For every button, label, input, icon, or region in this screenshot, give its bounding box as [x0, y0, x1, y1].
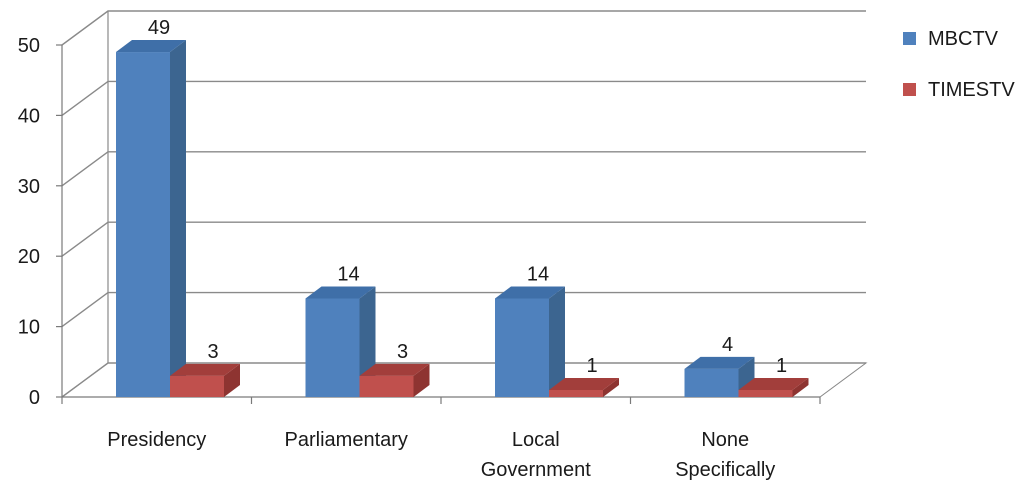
- data-label: 14: [337, 263, 359, 285]
- x-category-label: Parliamentary: [285, 429, 408, 451]
- bar-timestv-front: [359, 375, 414, 397]
- gridline: [61, 10, 866, 46]
- legend-label: MBCTV: [928, 28, 999, 50]
- bar-timestv-side: [413, 363, 430, 397]
- bar-mbctv-top: [305, 286, 376, 299]
- bar-mbctv-front: [495, 298, 549, 397]
- bars: [116, 40, 809, 397]
- legend-swatch: [903, 83, 916, 96]
- y-tick-label: 30: [18, 176, 40, 198]
- y-tick-label: 50: [18, 35, 40, 57]
- data-label: 1: [586, 355, 597, 377]
- data-label: 3: [397, 341, 408, 363]
- y-tick-label: 10: [18, 317, 40, 339]
- bar-mbctv-front: [116, 52, 170, 397]
- x-category-label: None Specifically: [675, 429, 775, 481]
- bar-timestv-side: [792, 377, 809, 397]
- bar-timestv-top: [549, 377, 619, 390]
- y-tick-label: 40: [18, 105, 40, 127]
- legend-label: TIMESTV: [928, 79, 1015, 101]
- bar-timestv-top: [170, 363, 240, 376]
- bar-mbctv-top: [495, 286, 565, 299]
- y-tick-label: 20: [18, 246, 40, 268]
- legend-swatch: [903, 32, 916, 45]
- x-category-label: Local Government: [481, 429, 591, 481]
- bar-timestv-side: [224, 363, 240, 397]
- y-tick-label: 0: [29, 387, 40, 409]
- bar-mbctv-side: [549, 286, 565, 397]
- data-label: 14: [527, 263, 549, 285]
- data-label: 4: [722, 334, 733, 356]
- bar-timestv-top: [359, 363, 430, 376]
- bar-mbctv-side: [170, 40, 186, 397]
- bar-timestv-front: [170, 375, 224, 397]
- data-label: 49: [148, 17, 170, 39]
- bar-mbctv-top: [684, 356, 755, 369]
- bar-timestv-top: [738, 377, 809, 390]
- x-category-label: Presidency: [107, 429, 206, 451]
- bar-timestv-front: [549, 389, 603, 397]
- bar-mbctv-front: [684, 368, 739, 397]
- data-label: 3: [207, 341, 218, 363]
- bar-mbctv-front: [305, 298, 360, 397]
- bar-timestv-front: [738, 389, 793, 397]
- axes: 0 10 20 30 40 50 Presidency Parliamentary Local G…: [18, 11, 821, 481]
- legend: MBCTV TIMESTV: [903, 28, 1015, 101]
- data-label: 1: [776, 355, 787, 377]
- bar-timestv-side: [603, 377, 619, 397]
- data-labels: 49 14 14 4 3 3 1 1: [148, 17, 787, 377]
- bar-mbctv-top: [116, 40, 186, 53]
